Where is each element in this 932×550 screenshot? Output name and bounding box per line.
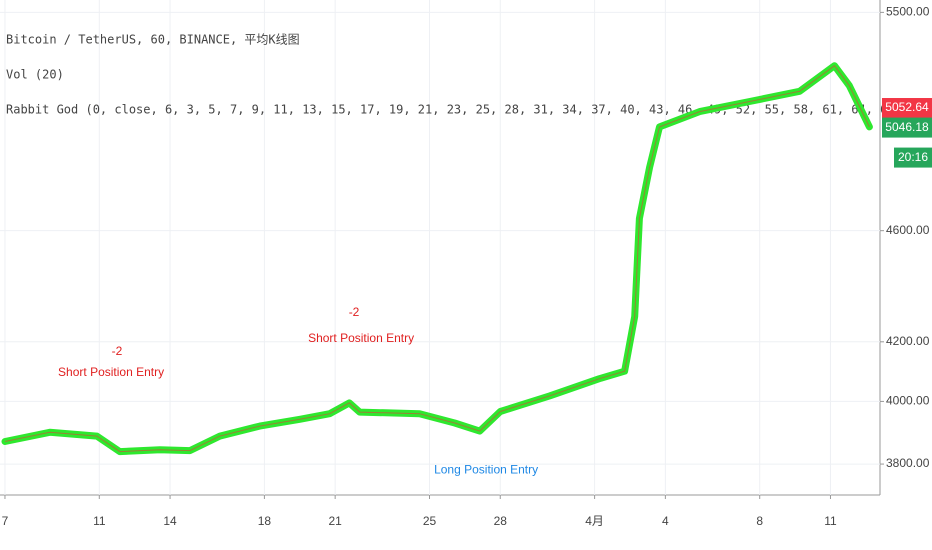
x-tick-label: 18: [258, 514, 272, 528]
x-tick-label: 11: [93, 514, 106, 528]
y-tick-label: 3800.00: [886, 456, 930, 470]
price-label-box: [882, 117, 932, 138]
x-tick-label: 21: [328, 514, 342, 528]
annotation: Long Position Entry: [434, 463, 538, 477]
annotation: -2: [112, 344, 123, 358]
x-tick-label: 25: [423, 514, 437, 528]
y-tick-label: 4200.00: [886, 334, 930, 348]
price-label: 5046.18: [885, 120, 929, 134]
annotation: Short Position Entry: [308, 331, 414, 345]
x-tick-label: 7: [2, 514, 9, 528]
x-tick-label: 8: [756, 514, 763, 528]
x-tick-label: 4: [662, 514, 669, 528]
indicator-label: Vol (20): [6, 68, 64, 82]
annotation: Short Position Entry: [58, 365, 164, 379]
x-tick-label: 4月: [585, 514, 604, 528]
indicator-label: Rabbit God (0, close, 6, 3, 5, 7, 9, 11,…: [6, 103, 932, 117]
x-tick-label: 11: [824, 514, 837, 528]
price-label-box: [882, 98, 932, 119]
y-tick-label: 4000.00: [886, 394, 930, 408]
x-tick-label: 28: [494, 514, 508, 528]
price-line-inner: [4, 65, 870, 453]
x-tick-label: 14: [163, 514, 177, 528]
countdown-box: [894, 147, 932, 168]
countdown: 20:16: [898, 150, 928, 164]
price-label: 5052.64: [885, 100, 929, 114]
y-tick-label: 4600.00: [886, 223, 930, 237]
y-tick-label: 5500.00: [886, 5, 930, 19]
chart-title: Bitcoin / TetherUS, 60, BINANCE, 平均K线图: [6, 33, 300, 47]
annotation: -2: [349, 305, 360, 319]
